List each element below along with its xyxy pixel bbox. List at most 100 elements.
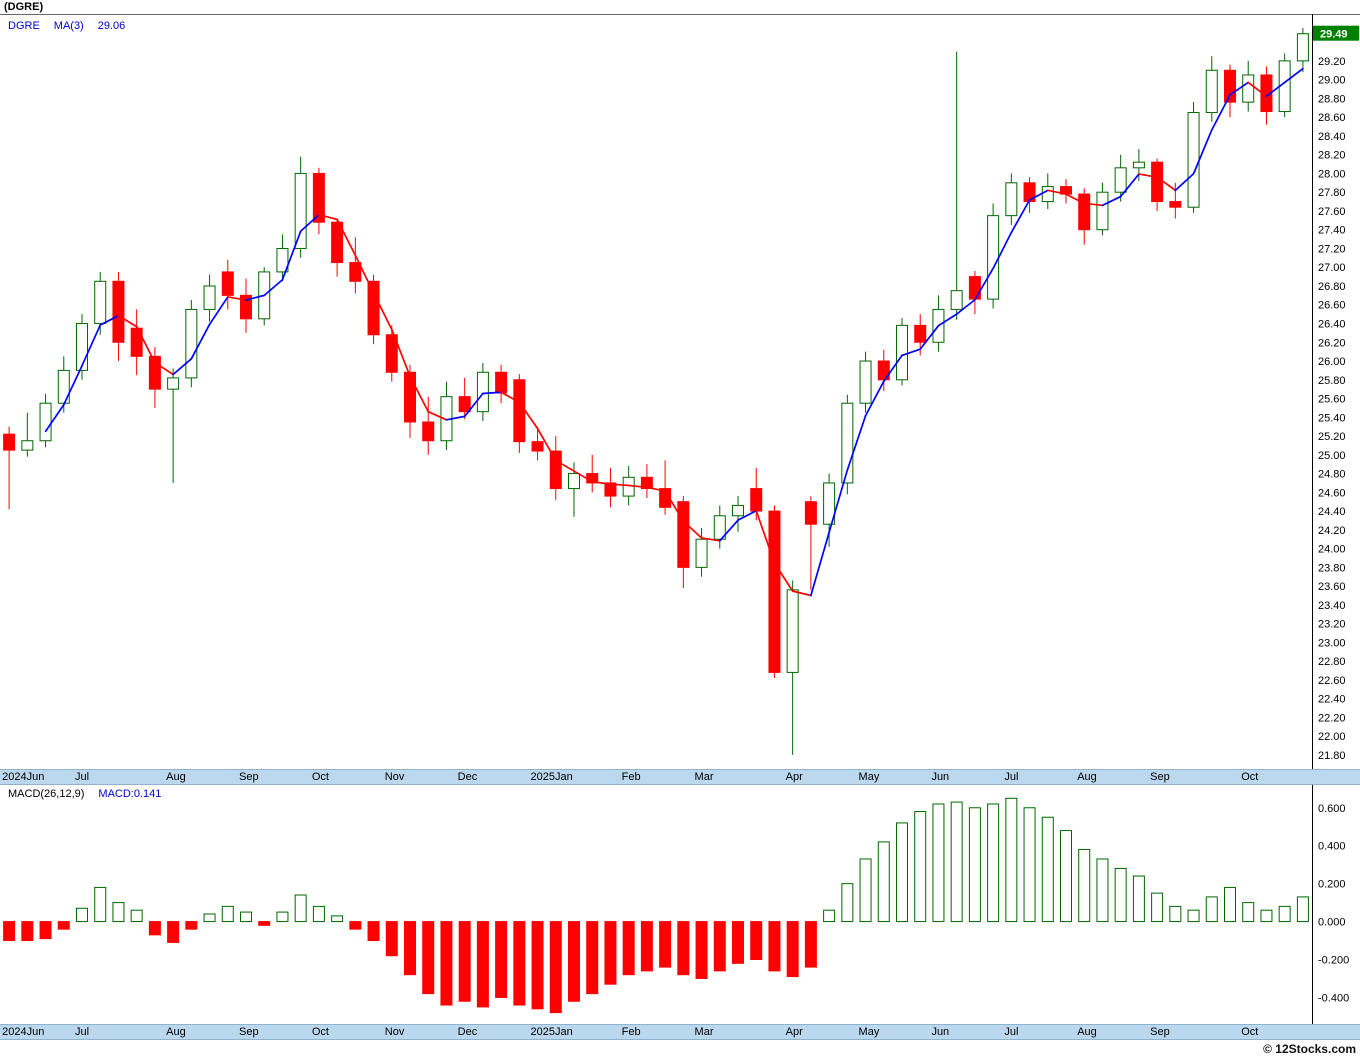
candle-body [1114, 167, 1127, 193]
month-label: Aug [166, 771, 186, 783]
candle-body [659, 488, 672, 508]
ma-line-segment [245, 294, 266, 301]
month-label: Sep [1150, 1026, 1170, 1038]
price-tick-label: 24.60 [1318, 487, 1346, 499]
macd-bar [3, 921, 16, 942]
ma-line-segment [336, 218, 357, 257]
legend-ma-value: 29.06 [97, 20, 126, 32]
candle-body [841, 402, 854, 484]
ma-line-segment [828, 469, 849, 534]
month-label: 2025Jan [530, 771, 573, 783]
candle [21, 412, 34, 457]
macd-bar [987, 803, 1000, 923]
price-tick-label: 22.40 [1318, 694, 1346, 706]
candle-body [1205, 69, 1218, 113]
month-label: 2025Jan [530, 1026, 573, 1038]
macd-bar [841, 883, 854, 923]
ma-line-segment [955, 298, 976, 315]
footer: © 12Stocks.com [0, 1040, 1360, 1056]
macd-bar [877, 841, 890, 923]
ma-line-segment [1265, 81, 1286, 98]
macd-bar [1023, 807, 1036, 923]
candle-body [1041, 186, 1054, 203]
ma-line-segment [427, 410, 448, 421]
macd-bar [713, 921, 726, 972]
macd-bar [732, 921, 744, 964]
candle-body [1187, 111, 1200, 208]
month-label: Sep [239, 771, 259, 783]
macd-bar [568, 921, 580, 1002]
candle [349, 237, 362, 294]
title-bar: (DGRE) [0, 0, 1360, 14]
copyright-link[interactable]: © 12Stocks.com [1263, 1042, 1356, 1056]
candle-body [148, 355, 161, 390]
macd-bar [39, 921, 52, 940]
candle-body [476, 371, 489, 413]
ma-line-segment [500, 391, 521, 404]
macd-bar [203, 913, 216, 923]
ma-line-segment [445, 415, 466, 421]
macd-legend-label: MACD(26,12,9) [8, 788, 85, 800]
candle-body [713, 515, 726, 540]
price-tick-label: 27.40 [1318, 225, 1346, 237]
candle [604, 467, 617, 508]
month-label: Aug [166, 1026, 186, 1038]
price-tick-label: 28.00 [1318, 168, 1346, 180]
candle-body [367, 280, 380, 336]
ma-line-segment [992, 231, 1013, 270]
macd-bar [476, 921, 489, 1008]
ma-line-segment [208, 296, 229, 326]
macd-bar [1187, 909, 1200, 923]
ma-line-segment [1138, 173, 1158, 179]
legend-symbol: DGRE [8, 20, 40, 32]
price-tick-label: 25.60 [1318, 394, 1346, 406]
candle [549, 436, 562, 500]
ma-line-segment [536, 427, 557, 462]
month-label: May [858, 1026, 880, 1038]
ma-line-segment [117, 314, 138, 328]
candle [1151, 158, 1164, 211]
macd-bar [76, 907, 88, 923]
ma-line-segment [62, 364, 83, 406]
candle-body [1096, 191, 1109, 231]
candle-body [786, 589, 799, 673]
macd-bar [331, 915, 344, 923]
candle-body [331, 221, 344, 264]
ma-line-segment [627, 484, 648, 489]
price-chart-panel: 29.20 29.00 28.80 28.60 28.40 28.20 28.00 27.80… [0, 14, 1360, 769]
month-label: Feb [621, 1026, 641, 1038]
ma-line-segment [99, 314, 120, 326]
candle [185, 300, 198, 388]
macd-bar [148, 921, 161, 936]
ma-line-segment [1283, 67, 1304, 84]
ma-line-segment [1010, 199, 1031, 234]
ma-line-segment [390, 328, 411, 378]
ma-line-segment [937, 313, 958, 327]
ma-line-segment [135, 325, 156, 364]
x-axis-band-bottom: 2024Jun Jul Aug Sep Oct Nov Dec 2025Jan Feb Mar Ap… [0, 1024, 1360, 1040]
macd-bar [458, 921, 471, 1002]
candle [367, 274, 380, 345]
month-label: Aug [1077, 1026, 1097, 1038]
candle [1114, 154, 1127, 202]
candle [167, 368, 180, 483]
ma-line-segment [518, 401, 539, 430]
ma-line-segment [773, 562, 794, 592]
macd-bar [604, 921, 617, 985]
macd-bar [549, 921, 562, 1014]
candle [39, 393, 52, 448]
macd-bar [968, 807, 981, 923]
macd-bar [221, 905, 234, 923]
macd-bar [349, 921, 362, 930]
month-label: Mar [694, 1026, 714, 1038]
candle-body [94, 280, 107, 325]
macd-bar [586, 921, 599, 995]
candle-body [422, 421, 435, 442]
candle [677, 496, 690, 588]
ma-line-segment [864, 380, 885, 417]
macd-bar [859, 858, 872, 923]
ma-line-segment [44, 403, 65, 433]
candle-body [495, 371, 508, 394]
month-label: Oct [1241, 1026, 1259, 1038]
macd-tick-label: 0.600 [1318, 803, 1346, 815]
